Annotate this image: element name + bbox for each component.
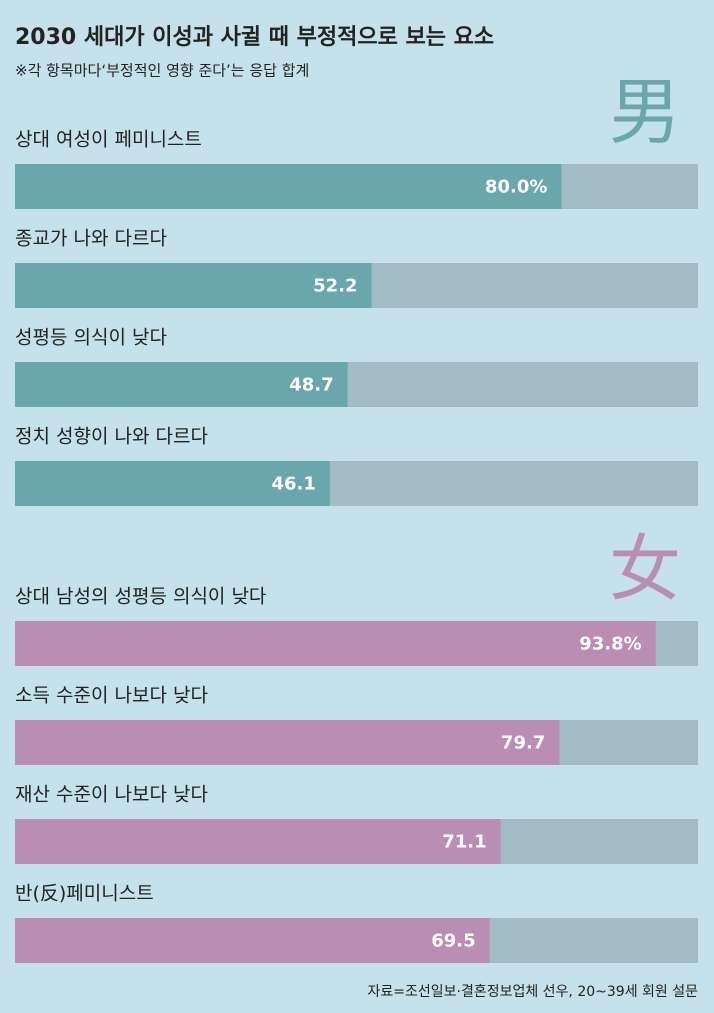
- group-label: 男: [609, 70, 681, 154]
- bar: [15, 819, 501, 864]
- value-label: 48.7: [289, 375, 333, 396]
- value-label: 71.1: [442, 832, 486, 853]
- bar: [15, 918, 490, 963]
- bar: [15, 164, 562, 209]
- value-label: 69.5: [431, 931, 475, 952]
- category-label: 소득 수준이 나보다 낮다: [15, 685, 208, 707]
- value-label: 79.7: [501, 733, 545, 754]
- category-label: 성평등 의식이 낮다: [15, 327, 167, 349]
- bar: [15, 720, 560, 765]
- category-label: 정치 성향이 나와 다르다: [15, 426, 208, 448]
- value-label: 46.1: [271, 474, 315, 495]
- value-label: 52.2: [313, 276, 357, 297]
- group-label: 女: [609, 527, 681, 611]
- category-label: 상대 남성의 성평등 의식이 낮다: [15, 586, 266, 608]
- category-label: 상대 여성이 페미니스트: [15, 129, 202, 151]
- value-label: 80.0%: [485, 177, 547, 198]
- category-label: 반(反)페미니스트: [15, 883, 154, 905]
- bar: [15, 263, 372, 308]
- value-label: 93.8%: [579, 634, 641, 655]
- chart-title: 2030 세대가 이성과 사귈 때 부정적으로 보는 요소: [15, 25, 494, 50]
- category-label: 종교가 나와 다르다: [15, 228, 167, 250]
- category-label: 재산 수준이 나보다 낮다: [15, 784, 208, 806]
- bar: [15, 461, 330, 506]
- source: 자료=조선일보·결혼정보업체 선우, 20~39세 회원 설문: [367, 984, 698, 1000]
- note: ※각 항목마다‘부정적인 영향 준다’는 응답 합계: [15, 62, 309, 80]
- bar: [15, 362, 348, 407]
- bar: [15, 621, 656, 666]
